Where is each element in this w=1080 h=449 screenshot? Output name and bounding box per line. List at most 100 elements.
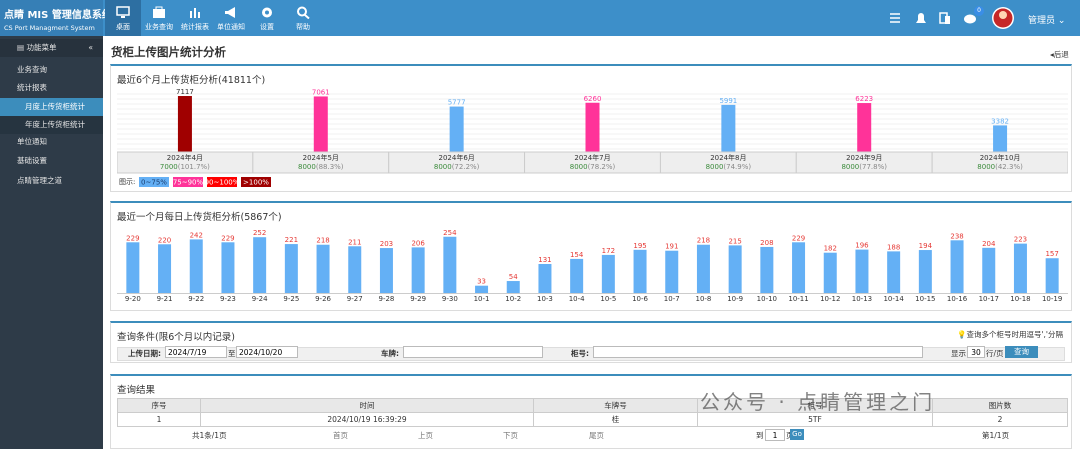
pager-next[interactable]: 下页: [503, 431, 518, 440]
date-from[interactable]: [165, 346, 227, 358]
x-tick-label: 9-24: [252, 295, 268, 303]
value-label: 6260: [584, 95, 602, 103]
bar: [855, 249, 869, 293]
results-table: 序号 时间 车牌号 柜号 图片数 1 2024/10/19 16:39:29 桂…: [117, 398, 1068, 427]
x-tick-label: 2024年10月: [980, 153, 1021, 162]
menu-item[interactable]: 业务查询: [17, 65, 47, 74]
legend-label: >100%: [243, 179, 269, 187]
panel-title: 查询结果: [117, 385, 156, 396]
nav-notice[interactable]: 单位通知: [213, 0, 249, 36]
pager-input[interactable]: [765, 429, 785, 441]
toolbar-icons[interactable]: [888, 10, 998, 28]
menu-item[interactable]: 点睛管理之道: [17, 176, 62, 185]
value-label: 238: [950, 232, 963, 240]
bar: [177, 96, 192, 152]
pager-go[interactable]: Go: [790, 429, 804, 440]
bar: [993, 125, 1008, 152]
bar: [284, 244, 298, 293]
rows-input[interactable]: [967, 346, 985, 358]
x-tick-label: 9-23: [220, 295, 236, 303]
date-to-label: 至: [228, 349, 236, 358]
table-row[interactable]: 1 2024/10/19 16:39:29 桂 5TF 2: [117, 412, 1068, 427]
x-tick-label: 10-12: [820, 295, 840, 303]
bar: [585, 102, 600, 152]
cell: 桂: [533, 412, 698, 427]
menu-item[interactable]: 基础设置: [17, 156, 47, 165]
badge: 0: [974, 6, 984, 16]
watermark: 公众号 · 点睛管理之门: [700, 390, 936, 414]
x-tick-label: 10-4: [569, 295, 585, 303]
bar: [316, 244, 330, 293]
target-label: 8000(42.3%): [977, 163, 1023, 171]
nav-desktop[interactable]: 桌面: [105, 0, 141, 36]
x-tick-label: 10-6: [632, 295, 648, 303]
logo[interactable]: 点睛 MIS 管理信息系统 CS Port Managment System: [0, 0, 112, 36]
menu-title-text: 功能菜单: [26, 43, 57, 52]
x-tick-label: 10-2: [505, 295, 521, 303]
value-label: 154: [570, 251, 584, 259]
bar: [601, 254, 615, 293]
page-title: 货柜上传图片统计分析: [111, 45, 226, 59]
hint-text: 查询多个柜号时用逗号','分隔: [966, 330, 1063, 339]
value-label: 220: [158, 236, 171, 244]
nav-help[interactable]: 帮助: [285, 0, 321, 36]
legend-label: 75~90%: [173, 179, 204, 187]
x-tick-label: 2024年4月: [167, 153, 203, 162]
nav-report[interactable]: 统计报表: [177, 0, 213, 36]
nav-label: 业务查询: [145, 23, 173, 31]
bar: [728, 245, 742, 293]
chart-months: 71172024年4月7000(101.7%)70612024年5月8000(8…: [117, 88, 1068, 187]
logo-subtitle: CS Port Managment System: [4, 24, 95, 32]
nav-business[interactable]: 业务查询: [141, 0, 177, 36]
bar: [823, 252, 837, 293]
x-tick-label: 9-26: [315, 295, 331, 303]
user-name[interactable]: 管理员 ⌄: [1028, 16, 1066, 26]
query-hint: 💡查询多个柜号时用逗号','分隔: [957, 330, 1063, 339]
nav-label: 统计报表: [181, 23, 209, 31]
value-label: 218: [316, 237, 329, 245]
menu-item[interactable]: 单位通知: [17, 137, 47, 146]
value-label: 252: [253, 229, 266, 237]
plate-input[interactable]: [403, 346, 543, 358]
pager-goto: 到: [756, 431, 764, 440]
avatar[interactable]: [991, 6, 1015, 30]
back-link[interactable]: ◂后退: [1050, 50, 1069, 59]
value-label: 5777: [448, 99, 466, 107]
panel-title: 查询条件(限6个月以内记录): [117, 332, 235, 343]
menu-title[interactable]: ▤ 功能菜单 «: [0, 39, 103, 57]
nav-settings[interactable]: 设置: [249, 0, 285, 36]
menu-item-active[interactable]: 月度上传货柜统计: [0, 98, 103, 116]
pager-last[interactable]: 尾页: [589, 431, 604, 440]
legend-label: 0~75%: [141, 179, 167, 187]
x-tick-label: 2024年6月: [439, 153, 475, 162]
cell: 5TF: [697, 412, 933, 427]
col-head: 车牌号: [533, 398, 698, 413]
x-tick-label: 10-18: [1010, 295, 1030, 303]
container-input[interactable]: [593, 346, 923, 358]
nav-label: 设置: [260, 23, 274, 31]
menu-item[interactable]: 统计报表: [17, 83, 47, 92]
x-tick-label: 9-29: [410, 295, 426, 303]
bar: [126, 242, 140, 293]
bar: [633, 249, 647, 293]
pager-prev[interactable]: 上页: [418, 431, 433, 440]
x-tick-label: 2024年5月: [303, 153, 339, 162]
pager-unit: 页: [786, 430, 794, 441]
x-tick-label: 10-19: [1042, 295, 1062, 303]
value-label: 229: [126, 234, 139, 242]
value-label: 6223: [855, 95, 873, 103]
value-label: 195: [633, 242, 646, 250]
menu-item[interactable]: 年度上传货柜统计: [0, 116, 103, 134]
x-tick-label: 9-22: [188, 295, 204, 303]
ratio: (78.2%): [588, 163, 616, 171]
query-button[interactable]: 查询: [1005, 346, 1038, 358]
value-label: 194: [919, 242, 933, 250]
ratio: (88.3%): [316, 163, 344, 171]
date-to[interactable]: [236, 346, 298, 358]
nav-label: 单位通知: [217, 23, 245, 31]
pager-first[interactable]: 首页: [333, 431, 348, 440]
x-tick-label: 9-30: [442, 295, 458, 303]
show-label: 显示: [951, 349, 966, 358]
col-head: 图片数: [932, 398, 1068, 413]
